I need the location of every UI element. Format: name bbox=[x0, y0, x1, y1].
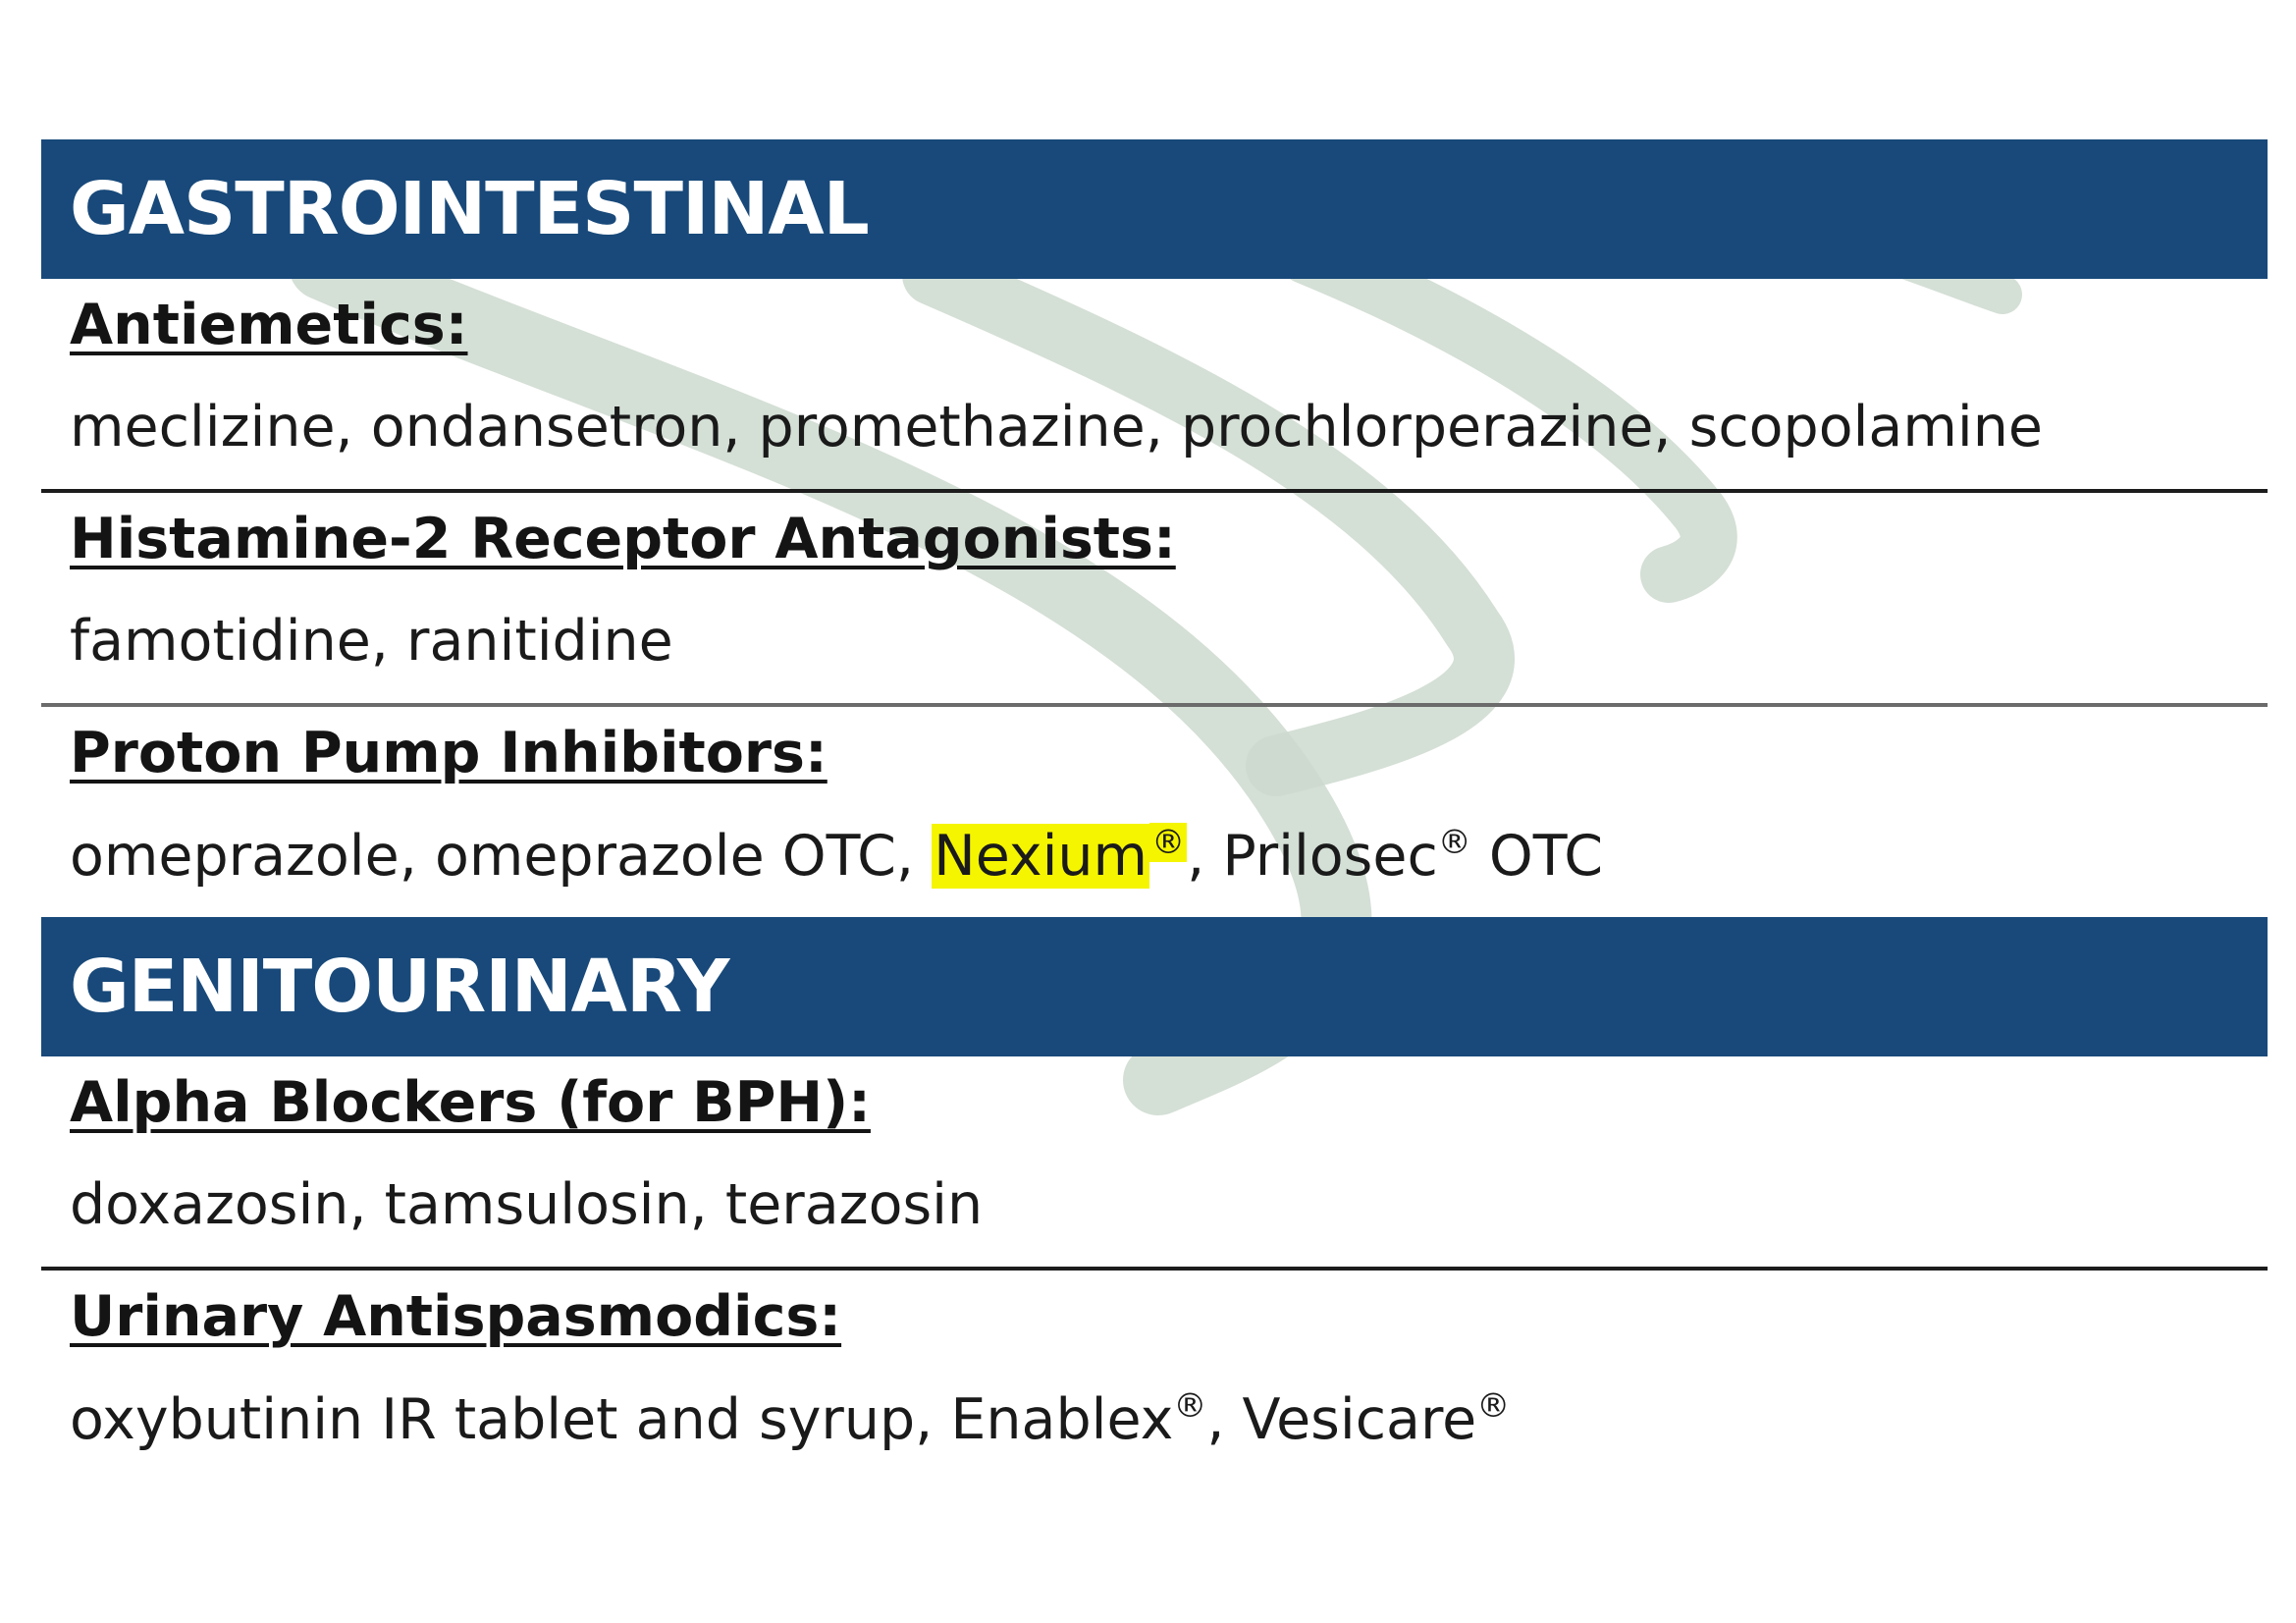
drug-category: Proton Pump Inhibitors: omeprazole, omepr… bbox=[41, 707, 2268, 917]
section-title: GENITOURINARY bbox=[70, 945, 729, 1029]
drug-category: Antiemetics: meclizine, ondansetron, prom… bbox=[41, 279, 2268, 493]
section-header: GENITOURINARY bbox=[41, 917, 2268, 1056]
drug-text: doxazosin, tamsulosin, terazosin bbox=[70, 1172, 984, 1237]
section-title: GASTROINTESTINAL bbox=[70, 167, 870, 251]
registered-mark: ® bbox=[1173, 1386, 1207, 1426]
drug-list: oxybutinin IR tablet and syrup, Enablex®… bbox=[70, 1386, 1510, 1452]
category-title: Histamine-2 Receptor Antagonists: bbox=[70, 507, 1176, 571]
drug-list: famotidine, ranitidine bbox=[70, 609, 673, 674]
drug-text: , Vesicare bbox=[1206, 1387, 1477, 1452]
drug-category: Histamine-2 Receptor Antagonists: famotid… bbox=[41, 493, 2268, 707]
drug-text: meclizine, ondansetron, promethazine, pr… bbox=[70, 395, 2043, 460]
section-header: GASTROINTESTINAL bbox=[41, 139, 2268, 279]
drug-category: Urinary Antispasmodics: oxybutinin IR tab… bbox=[41, 1271, 2268, 1485]
drug-category: Alpha Blockers (for BPH): doxazosin, tams… bbox=[41, 1056, 2268, 1271]
registered-mark: ® bbox=[1476, 1386, 1511, 1426]
drug-list-document: GASTROINTESTINAL Antiemetics: meclizine, o… bbox=[41, 139, 2268, 1485]
highlighted-drug-name: Nexium bbox=[932, 824, 1150, 889]
category-title: Alpha Blockers (for BPH): bbox=[70, 1070, 871, 1135]
registered-mark: ® bbox=[1437, 823, 1471, 862]
drug-text: famotidine, ranitidine bbox=[70, 609, 673, 674]
drug-text: OTC bbox=[1470, 824, 1604, 889]
drug-text: omeprazole, omeprazole OTC, bbox=[70, 824, 933, 889]
drug-text: oxybutinin IR tablet and syrup, Enablex bbox=[70, 1387, 1174, 1452]
category-title: Antiemetics: bbox=[70, 293, 468, 357]
drug-list: omeprazole, omeprazole OTC, Nexium ®, Pri… bbox=[70, 823, 1603, 889]
drug-text: , Prilosec bbox=[1187, 824, 1438, 889]
category-title: Urinary Antispasmodics: bbox=[70, 1284, 842, 1349]
drug-list: doxazosin, tamsulosin, terazosin bbox=[70, 1172, 983, 1237]
highlighted-drug-name: ® bbox=[1149, 823, 1188, 862]
drug-list: meclizine, ondansetron, promethazine, pr… bbox=[70, 395, 2043, 460]
category-title: Proton Pump Inhibitors: bbox=[70, 721, 828, 785]
